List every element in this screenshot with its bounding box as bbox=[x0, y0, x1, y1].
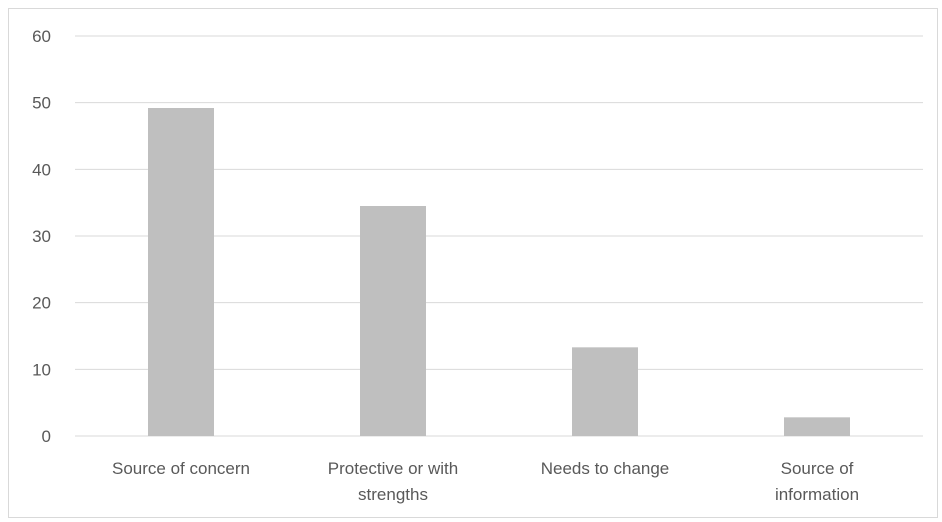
x-category-label: Source of information bbox=[775, 459, 859, 504]
bar bbox=[572, 347, 638, 436]
y-tick-label: 50 bbox=[32, 94, 51, 113]
x-axis-labels: Source of concern Protective or with stren… bbox=[112, 459, 859, 504]
gridlines bbox=[75, 35, 923, 437]
y-tick-label: 60 bbox=[32, 27, 51, 46]
y-tick-label: 30 bbox=[32, 227, 51, 246]
bars bbox=[148, 108, 850, 436]
y-tick-label: 40 bbox=[32, 160, 51, 179]
y-tick-label: 0 bbox=[42, 427, 51, 446]
y-tick-label: 20 bbox=[32, 294, 51, 313]
y-axis-ticks: 0 10 20 30 40 50 60 bbox=[32, 27, 51, 446]
x-category-label: Protective or with strengths bbox=[328, 459, 458, 504]
bar bbox=[148, 108, 214, 436]
y-tick-label: 10 bbox=[32, 360, 51, 379]
bar bbox=[360, 206, 426, 436]
bar bbox=[784, 417, 850, 436]
x-category-label: Needs to change bbox=[541, 459, 670, 478]
x-category-label: Source of concern bbox=[112, 459, 250, 478]
